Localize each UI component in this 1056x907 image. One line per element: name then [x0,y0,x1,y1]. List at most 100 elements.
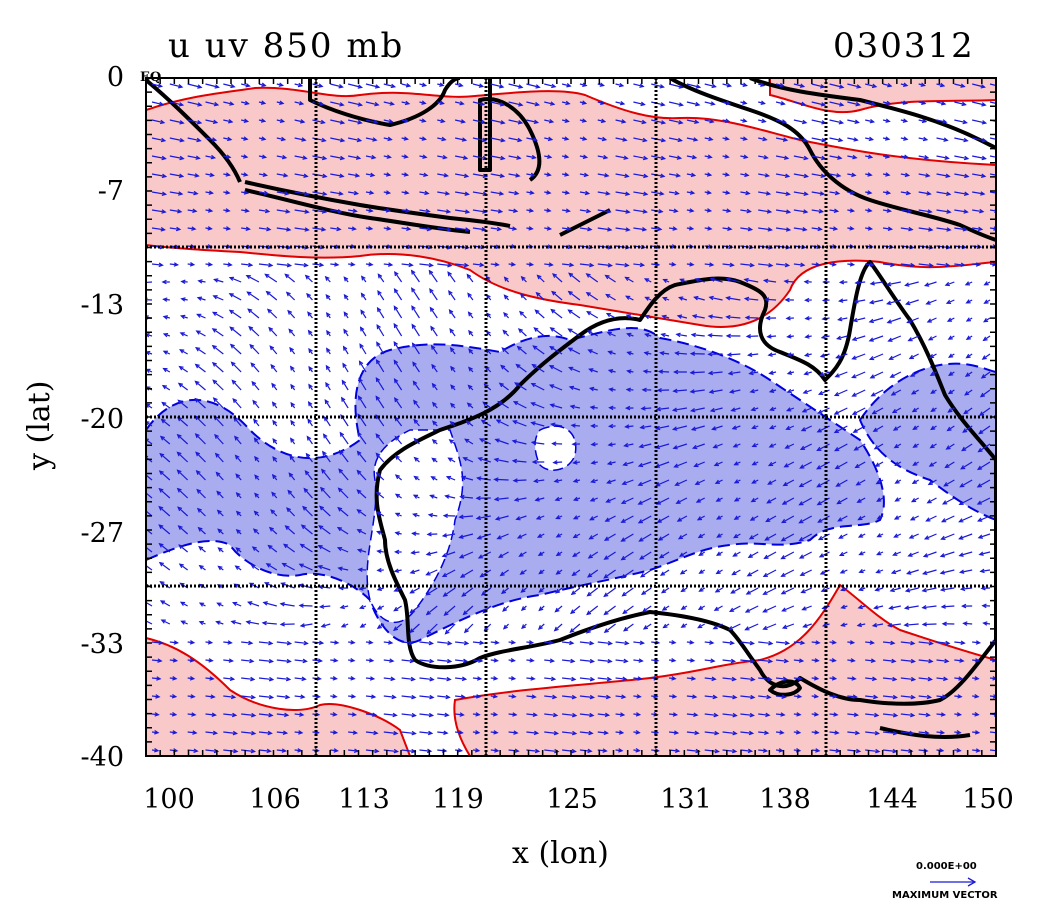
wind-arrow [490,137,505,142]
wind-arrow-head [189,262,196,267]
wind-arrow-head [413,456,419,462]
wind-arrow [829,191,839,195]
wind-arrow [852,335,866,341]
y-tick-label: 0 [106,62,124,93]
wind-arrow-head [603,610,609,616]
wind-arrow [941,605,955,608]
wind-arrow-head [458,82,464,88]
wind-arrow-head [554,496,560,502]
wind-arrow [212,328,224,337]
wind-arrow-head [856,84,862,89]
wind-arrow-head [981,120,988,125]
wind-arrow [393,605,402,612]
wind-arrow-head [980,374,986,379]
wind-arrow-head [854,119,860,124]
wind-arrow [606,497,616,503]
wind-arrow [376,324,385,337]
wind-arrow-head [546,190,552,195]
wind-arrow [550,327,563,337]
wind-arrow-head [282,730,289,736]
wind-arrow-head [982,621,988,626]
wind-arrow [978,425,991,435]
east-coast-south [879,726,971,740]
wind-arrow [740,749,752,752]
wind-arrow [187,731,197,734]
wind-arrow [979,407,991,416]
wind-arrow-head [607,368,614,374]
wind-arrow [348,731,357,734]
wind-arrow-head [751,479,757,484]
wind-arrow-head [572,496,579,502]
wind-arrow-head [947,408,953,413]
wind-arrow-head [975,640,982,645]
wind-arrow-head [510,640,517,645]
wind-arrow [419,191,429,195]
wind-arrow [426,587,438,596]
wind-arrow-head [322,191,328,197]
wind-arrow-head [521,624,527,630]
wind-arrow-head [245,274,251,280]
wind-arrow-head [890,262,896,268]
wind-arrow [177,506,189,517]
wind-arrow-head [894,461,900,466]
wind-arrow [536,292,545,301]
wind-arrow-head [676,517,682,522]
wind-arrow [508,191,519,195]
wind-arrow-head [307,418,312,424]
wind-arrow-head [874,712,880,718]
wind-arrow [437,749,447,752]
wind-arrow-head [799,464,805,469]
wind-arrow-head [510,262,517,267]
wind-arrow-head [431,401,437,407]
wind-arrow-head [390,676,396,682]
wind-arrow [459,533,474,539]
wind-arrow [324,416,331,427]
wind-arrow [455,263,468,267]
wind-arrow-head [797,676,804,681]
wind-arrow-head [179,601,186,606]
wind-arrow-head [173,262,180,267]
wind-arrow [900,209,912,213]
wind-arrow [981,371,991,379]
wind-arrow-head [910,676,917,682]
wind-arrow-head [886,300,892,306]
wind-arrow-head [867,226,874,231]
wind-arrow [854,299,866,303]
wind-arrow [531,402,545,409]
wind-arrow [383,659,394,662]
wind-arrow-head [161,279,167,285]
wind-arrow-head [749,640,756,646]
wind-arrow-head [781,624,788,629]
wind-arrow-head [570,658,576,664]
y-tick-label: -40 [80,742,124,773]
wind-arrow-head [569,404,575,410]
wind-arrow [655,443,670,449]
wind-arrow-head [747,553,753,558]
wind-arrow-head [768,245,774,250]
wind-arrow-head [583,172,590,178]
wind-arrow-head [874,462,880,467]
wind-arrow [235,455,242,463]
wind-arrow [241,83,250,87]
wind-arrow-head [441,572,448,578]
wind-arrow [395,455,403,463]
wind-arrow-head [211,361,217,367]
wind-arrow [411,305,420,319]
wind-arrow [276,641,291,645]
wind-arrow-head [160,619,166,624]
wind-arrow-head [209,172,215,178]
wind-arrow [909,353,919,359]
wind-arrow-head [582,136,588,141]
wind-arrow-head [510,658,516,663]
wind-arrow-head [376,624,382,630]
wind-arrow [375,414,385,427]
wind-arrow [341,380,349,391]
wind-arrow-head [251,730,257,736]
wind-arrow [709,371,723,374]
wind-arrow-head [926,318,932,323]
wind-arrow-head [159,119,166,125]
wind-arrow-head [178,563,184,569]
wind-arrow-head [798,536,804,542]
wind-arrow-head [834,464,840,470]
wind-arrow-head [247,308,253,314]
